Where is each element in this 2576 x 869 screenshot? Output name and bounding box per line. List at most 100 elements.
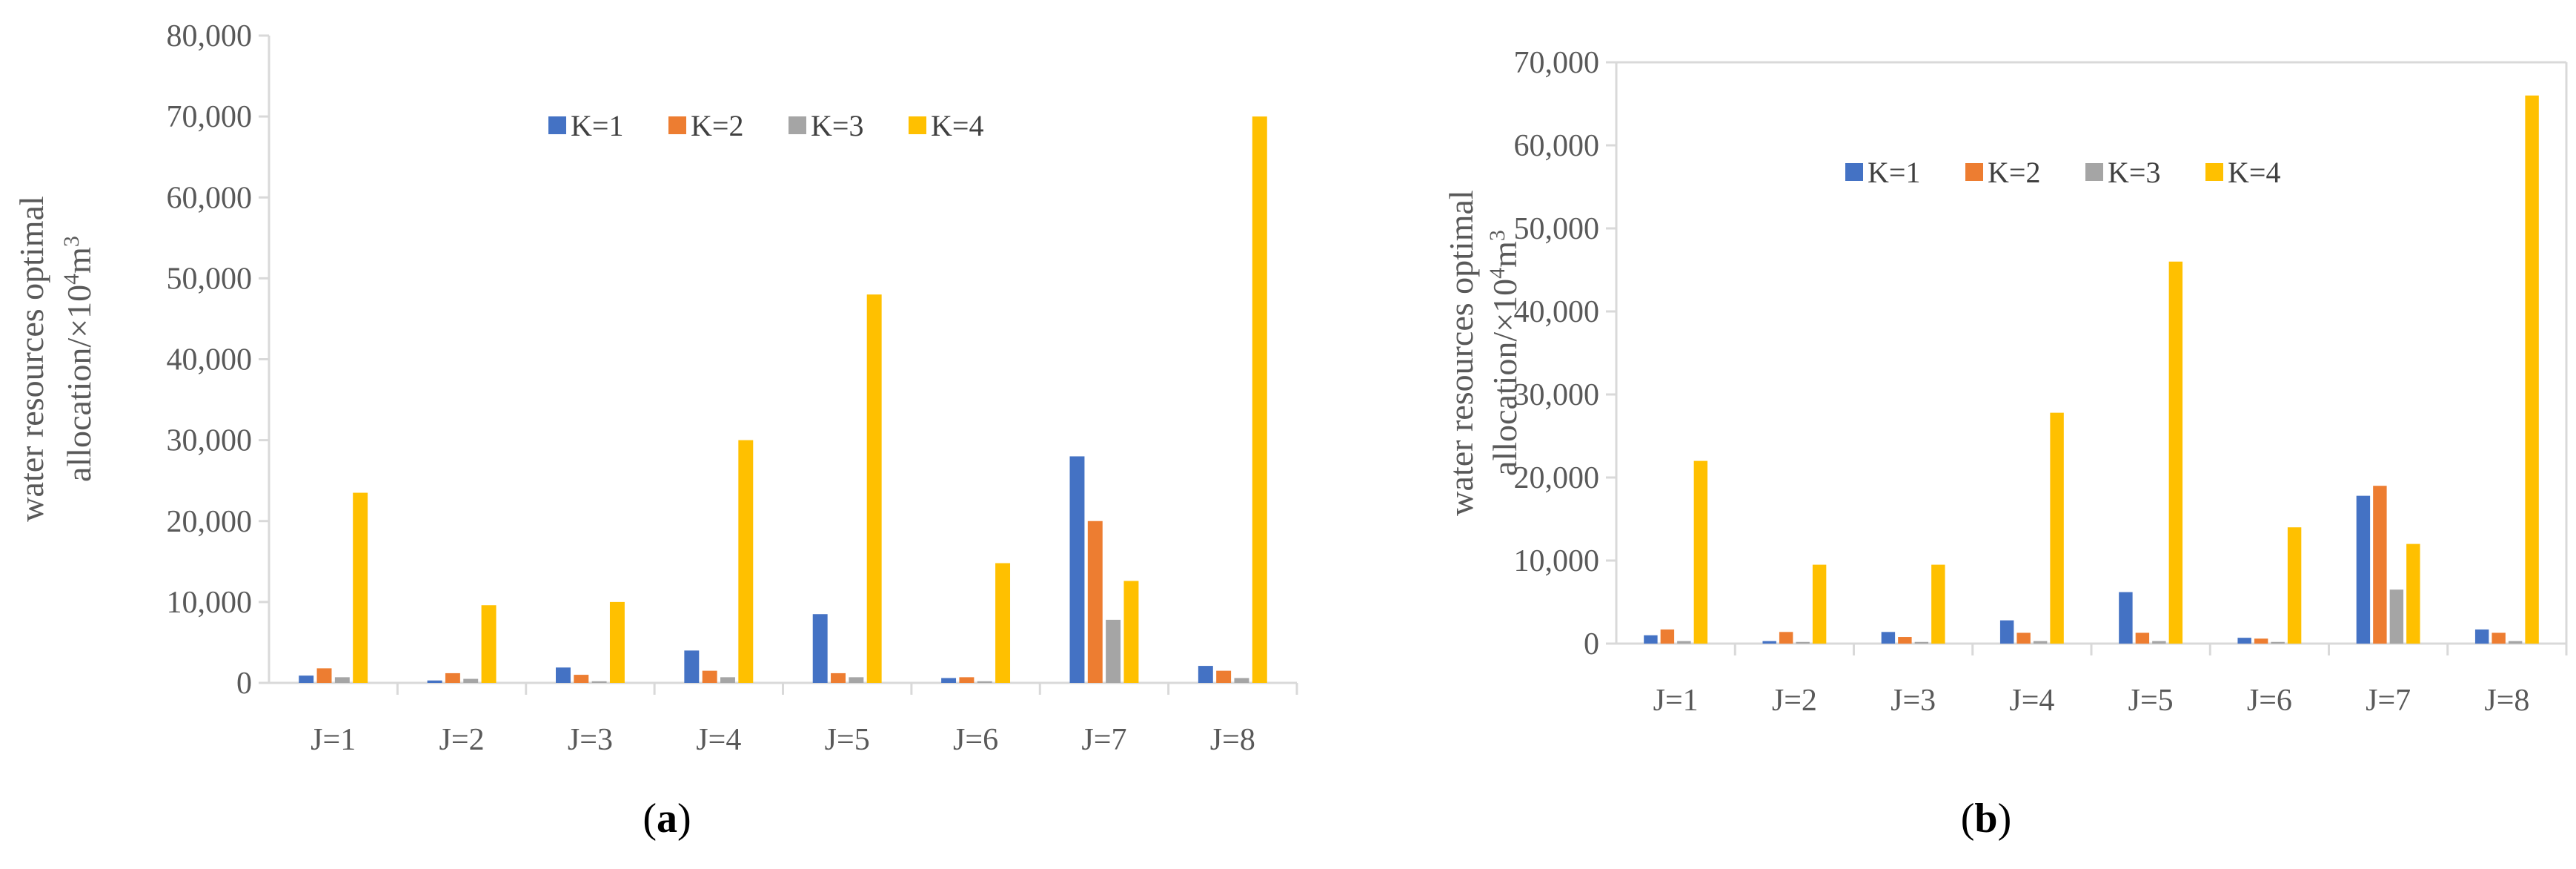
bar-K4-J8 xyxy=(1252,116,1267,683)
bar-K2-J7 xyxy=(1087,521,1103,683)
y-axis-label-line1: water resources optimal xyxy=(13,196,50,521)
bar-K3-J3 xyxy=(1914,641,1929,644)
legend-entry: K=3 xyxy=(2108,156,2160,189)
bar-K3-J5 xyxy=(849,677,864,683)
bar-K2-J5 xyxy=(2135,632,2150,644)
legend-swatch xyxy=(789,116,806,134)
bar-K4-J1 xyxy=(353,492,368,683)
legend-swatch xyxy=(909,116,926,134)
y-tick-label: 20,000 xyxy=(167,505,253,539)
bar-K4-J1 xyxy=(1693,460,1708,644)
bar-K2-J3 xyxy=(574,675,589,683)
bar-K1-J4 xyxy=(684,650,700,683)
bar-K2-J5 xyxy=(831,673,846,683)
chart-a: 0 10,000 20,000 30,000 40,000 50,000 60,000 70,… xyxy=(13,19,1298,842)
y-tick-label: 30,000 xyxy=(1514,378,1600,412)
y-tick-label: 10,000 xyxy=(1514,544,1600,578)
bar-K1-J2 xyxy=(427,680,442,683)
bar-K4-J2 xyxy=(481,605,497,683)
x-tick-label: J=2 xyxy=(1772,684,1817,718)
bar-K4-J3 xyxy=(1931,564,1945,644)
x-tick-label: J=5 xyxy=(2128,684,2174,718)
y-tick-label: 70,000 xyxy=(1514,46,1600,80)
bar-K1-J6 xyxy=(2237,638,2251,644)
y-tick-label: 50,000 xyxy=(167,262,253,296)
y-tick-label: 0 xyxy=(1584,627,1599,661)
bar-K2-J6 xyxy=(959,677,975,683)
y-tick-label: 20,000 xyxy=(1514,461,1600,495)
panel-caption: (b) xyxy=(1961,796,2011,842)
y-tick-label: 60,000 xyxy=(167,181,253,215)
bar-K3-J1 xyxy=(1677,641,1691,644)
x-tick-label: J=5 xyxy=(825,723,870,757)
x-tick-label: J=7 xyxy=(1081,723,1126,757)
bar-K4-J5 xyxy=(2168,261,2183,644)
y-tick-label: 80,000 xyxy=(167,19,253,53)
bar-K1-J6 xyxy=(941,678,957,683)
y-axis-label-line2: allocation/×104m3 xyxy=(59,236,98,482)
bar-K3-J1 xyxy=(334,677,350,683)
legend-swatch xyxy=(1845,163,1863,181)
bar-K1-J1 xyxy=(299,675,314,683)
bar-K3-J7 xyxy=(1106,619,1121,683)
bar-K4-J4 xyxy=(738,440,754,683)
x-tick-label: J=2 xyxy=(439,723,485,757)
x-tick-label: J=6 xyxy=(2247,684,2292,718)
legend-swatch xyxy=(548,116,566,134)
bar-K4-J6 xyxy=(995,563,1011,683)
x-tick-label: J=8 xyxy=(1210,723,1255,757)
legend-swatch xyxy=(1965,163,1983,181)
bar-K1-J7 xyxy=(2356,495,2371,644)
bar-K1-J3 xyxy=(555,667,571,683)
bar-K3-J4 xyxy=(2033,641,2048,644)
x-tick-label: J=3 xyxy=(1890,684,1936,718)
bar-K4-J6 xyxy=(2287,527,2302,644)
y-tick-label: 40,000 xyxy=(1514,295,1600,329)
bar-K4-J8 xyxy=(2525,95,2539,644)
y-tick-label: 40,000 xyxy=(167,343,253,377)
y-tick-label: 60,000 xyxy=(1514,129,1600,163)
legend-swatch xyxy=(2085,163,2103,181)
bar-K4-J3 xyxy=(609,601,625,683)
bar-K1-J2 xyxy=(1762,641,1776,644)
x-tick-label: J=3 xyxy=(568,723,613,757)
bar-K3-J5 xyxy=(2152,641,2166,644)
bar-K2-J4 xyxy=(2016,632,2031,644)
bar-K4-J7 xyxy=(2406,543,2420,644)
y-tick-label: 50,000 xyxy=(1514,212,1600,246)
bar-K3-J6 xyxy=(2271,641,2285,644)
bar-K2-J1 xyxy=(316,668,332,683)
legend-entry: K=4 xyxy=(2228,156,2280,189)
bar-K1-J1 xyxy=(1644,635,1658,644)
bar-K2-J1 xyxy=(1660,629,1675,644)
y-tick-label: 10,000 xyxy=(167,586,253,620)
bar-K2-J4 xyxy=(702,670,717,683)
legend-entry: K=1 xyxy=(1868,156,1920,189)
bar-K4-J5 xyxy=(866,294,882,683)
x-tick-label: J=4 xyxy=(696,723,741,757)
bar-K2-J6 xyxy=(2254,638,2268,644)
bar-K2-J8 xyxy=(1216,670,1232,683)
x-tick-label: J=7 xyxy=(2366,684,2411,718)
bar-K1-J7 xyxy=(1069,456,1085,683)
bar-K2-J2 xyxy=(1779,632,1793,644)
x-tick-label: J=1 xyxy=(1653,684,1699,718)
legend-entry: K=4 xyxy=(931,109,983,142)
bar-K3-J7 xyxy=(2389,589,2404,644)
bar-K4-J7 xyxy=(1123,581,1139,683)
bar-K1-J8 xyxy=(1198,666,1213,683)
legend-entry: K=3 xyxy=(811,109,863,142)
legend-entry: K=2 xyxy=(691,109,743,142)
y-axis-label-line2: allocation/×104m3 xyxy=(1485,230,1524,476)
x-tick-label: J=6 xyxy=(953,723,998,757)
chart-b: 0 10,000 20,000 30,000 40,000 50,000 60,000 70,… xyxy=(1442,46,2568,842)
bar-K3-J8 xyxy=(1234,678,1249,683)
bar-K4-J2 xyxy=(1812,564,1827,644)
bar-K3-J2 xyxy=(1796,641,1810,644)
x-tick-label: J=4 xyxy=(2009,684,2054,718)
bar-K2-J2 xyxy=(445,673,460,683)
x-tick-label: J=8 xyxy=(2484,684,2529,718)
bar-K3-J4 xyxy=(720,677,735,683)
legend-entry: K=2 xyxy=(1988,156,2040,189)
